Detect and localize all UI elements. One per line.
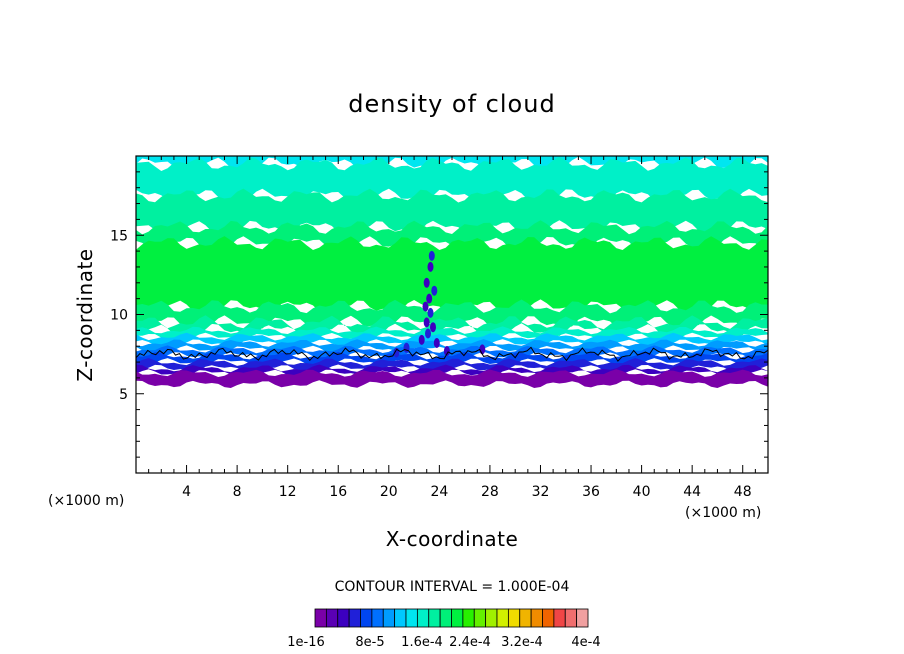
x-axis-ticks: 4 8 12 16 20 24 28 32 36 40 44 48 bbox=[148, 156, 756, 500]
plume-cell bbox=[422, 301, 429, 312]
plume-cell bbox=[479, 344, 486, 355]
colorbar-swatch bbox=[542, 608, 555, 628]
x-tick-label: 8 bbox=[233, 484, 242, 500]
colorbar-label: 3.2e-4 bbox=[501, 635, 543, 650]
colorbar-label: 4e-4 bbox=[571, 635, 600, 650]
y-axis-ticks: 5 10 15 bbox=[110, 171, 768, 458]
x-unit-label-right: (×1000 m) bbox=[685, 505, 761, 521]
x-tick-label: 4 bbox=[182, 484, 191, 500]
colorbar-label: 8e-5 bbox=[355, 635, 384, 650]
plume-cell bbox=[423, 277, 430, 288]
colorbar-swatch bbox=[553, 608, 566, 628]
density-band bbox=[136, 299, 768, 330]
plume-cell bbox=[430, 322, 436, 333]
contour-interval-text: CONTOUR INTERVAL = 1.000E-04 bbox=[335, 579, 570, 595]
density-band bbox=[136, 188, 768, 235]
x-tick-label: 36 bbox=[582, 484, 600, 500]
plume-cell bbox=[426, 293, 433, 304]
colorbar-swatch bbox=[439, 608, 452, 628]
colorbar-swatch bbox=[519, 608, 532, 628]
colorbar-swatch bbox=[530, 608, 543, 628]
y-tick-label: 15 bbox=[110, 228, 128, 244]
x-tick-label: 32 bbox=[532, 484, 550, 500]
y-tick-label: 5 bbox=[119, 387, 128, 403]
density-band bbox=[136, 345, 768, 360]
colorbar bbox=[314, 608, 589, 628]
x-tick-label: 44 bbox=[683, 484, 701, 500]
density-band bbox=[136, 220, 768, 250]
colorbar-swatch bbox=[382, 608, 396, 628]
colorbar-swatch bbox=[576, 608, 589, 628]
colorbar-label: 2.4e-4 bbox=[449, 635, 491, 650]
x-tick-label: 20 bbox=[380, 484, 398, 500]
colorbar-swatch bbox=[507, 608, 521, 628]
colorbar-swatch bbox=[473, 608, 487, 628]
plot-area bbox=[136, 156, 768, 473]
density-band bbox=[136, 369, 768, 388]
colorbar-swatch bbox=[405, 608, 418, 628]
colorbar-swatch bbox=[416, 608, 430, 628]
x-tick-label: 40 bbox=[633, 484, 651, 500]
colorbar-swatch bbox=[360, 608, 373, 628]
plume-cell bbox=[427, 307, 434, 318]
colorbar-swatch bbox=[462, 608, 475, 628]
density-band bbox=[136, 358, 768, 373]
colorbar-label: 1.6e-4 bbox=[401, 635, 443, 650]
colorbar-swatch bbox=[428, 608, 441, 628]
density-bands bbox=[136, 156, 768, 388]
plume-cell bbox=[425, 328, 431, 339]
colorbar-swatch bbox=[314, 608, 327, 628]
plume-cell bbox=[443, 346, 450, 356]
colorbar-swatch bbox=[564, 608, 578, 628]
plume-cell bbox=[431, 285, 438, 296]
density-band bbox=[136, 236, 768, 314]
colorbar-swatch bbox=[348, 608, 361, 628]
plume-cell bbox=[418, 334, 425, 345]
y-tick-label: 10 bbox=[110, 308, 128, 324]
plume-cell bbox=[433, 338, 440, 348]
chart-title: density of cloud bbox=[348, 90, 555, 118]
plume-cell bbox=[428, 250, 435, 261]
x-tick-label: 12 bbox=[279, 484, 297, 500]
plume-cell bbox=[427, 261, 434, 272]
colorbar-swatch bbox=[496, 608, 509, 628]
colorbar-label: 1e-16 bbox=[287, 635, 325, 650]
colorbar-swatch bbox=[451, 608, 464, 628]
density-band bbox=[136, 339, 768, 354]
colorbar-swatch bbox=[337, 608, 350, 628]
colorbar-swatch bbox=[371, 608, 384, 628]
plume-cell bbox=[423, 317, 430, 328]
colorbar-swatch bbox=[394, 608, 407, 628]
x-tick-label: 16 bbox=[329, 484, 347, 500]
x-tick-label: 48 bbox=[734, 484, 752, 500]
density-band bbox=[136, 156, 768, 203]
colorbar-labels: 1e-16 8e-5 1.6e-4 2.4e-4 3.2e-4 4e-4 bbox=[287, 635, 600, 650]
y-axis-label: Z-coordinate bbox=[73, 248, 97, 381]
x-tick-label: 24 bbox=[430, 484, 448, 500]
x-tick-label: 28 bbox=[481, 484, 499, 500]
x-axis-label: X-coordinate bbox=[386, 527, 519, 551]
colorbar-swatch bbox=[485, 608, 498, 628]
colorbar-swatch bbox=[325, 608, 339, 628]
convective-plume bbox=[393, 250, 486, 358]
x-unit-label-left: (×1000 m) bbox=[48, 493, 124, 509]
density-band bbox=[136, 364, 768, 377]
contour-line bbox=[136, 346, 768, 362]
